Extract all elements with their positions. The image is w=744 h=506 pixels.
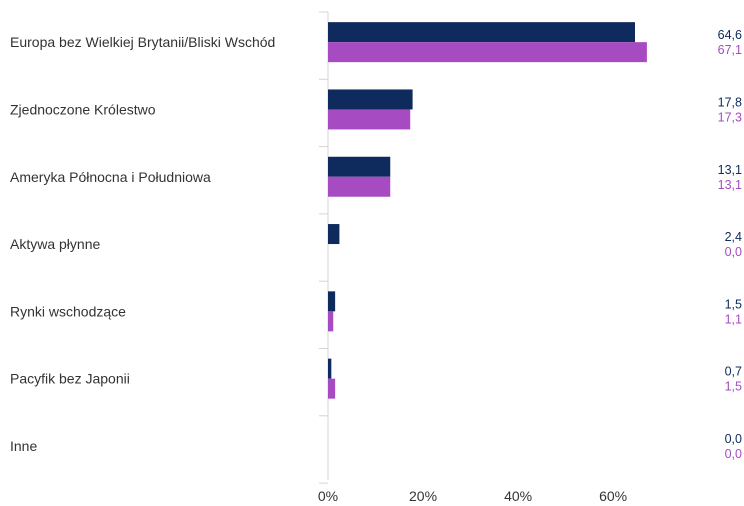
bar — [328, 291, 336, 312]
x-axis-ticks: 0% 20% 40% 60% — [318, 488, 627, 504]
bar — [328, 358, 332, 379]
category-label: Ameryka Północna i Południowa — [10, 169, 211, 185]
bar — [328, 156, 391, 177]
value-label: 13,1 — [718, 163, 742, 177]
category-label: Inne — [10, 438, 37, 454]
category-axis — [319, 11, 329, 484]
value-label: 2,4 — [725, 230, 742, 244]
value-labels: 64,667,117,817,313,113,12,40,01,51,10,71… — [718, 28, 742, 461]
x-tick-label: 40% — [504, 488, 532, 504]
x-tick-label: 60% — [599, 488, 627, 504]
x-tick-label: 0% — [318, 488, 338, 504]
value-label: 64,6 — [718, 28, 742, 42]
value-label: 0,7 — [725, 365, 742, 379]
bar — [328, 378, 336, 399]
bar — [328, 89, 413, 110]
bar — [328, 109, 411, 130]
value-label: 1,5 — [725, 297, 742, 311]
bars — [328, 22, 647, 399]
x-tick-label: 20% — [409, 488, 437, 504]
category-label: Rynki wschodzące — [10, 303, 126, 319]
bar — [328, 176, 391, 197]
value-label: 17,3 — [718, 110, 742, 124]
category-label: Pacyfik bez Japonii — [10, 371, 130, 387]
value-label: 67,1 — [718, 43, 742, 57]
bar — [328, 42, 647, 63]
category-label: Zjednoczone Królestwo — [10, 101, 156, 117]
bar — [328, 224, 340, 245]
value-label: 0,0 — [725, 432, 742, 446]
value-label: 17,8 — [718, 95, 742, 109]
value-label: 0,0 — [725, 245, 742, 259]
value-label: 0,0 — [725, 447, 742, 461]
category-label: Europa bez Wielkiej Brytanii/Bliski Wsch… — [10, 34, 275, 50]
bar — [328, 311, 334, 332]
value-label: 1,1 — [725, 312, 742, 326]
bar — [328, 22, 635, 43]
category-labels: Europa bez Wielkiej Brytanii/Bliski Wsch… — [10, 34, 275, 454]
category-label: Aktywa płynne — [10, 236, 100, 252]
value-label: 1,5 — [725, 380, 742, 394]
value-label: 13,1 — [718, 178, 742, 192]
